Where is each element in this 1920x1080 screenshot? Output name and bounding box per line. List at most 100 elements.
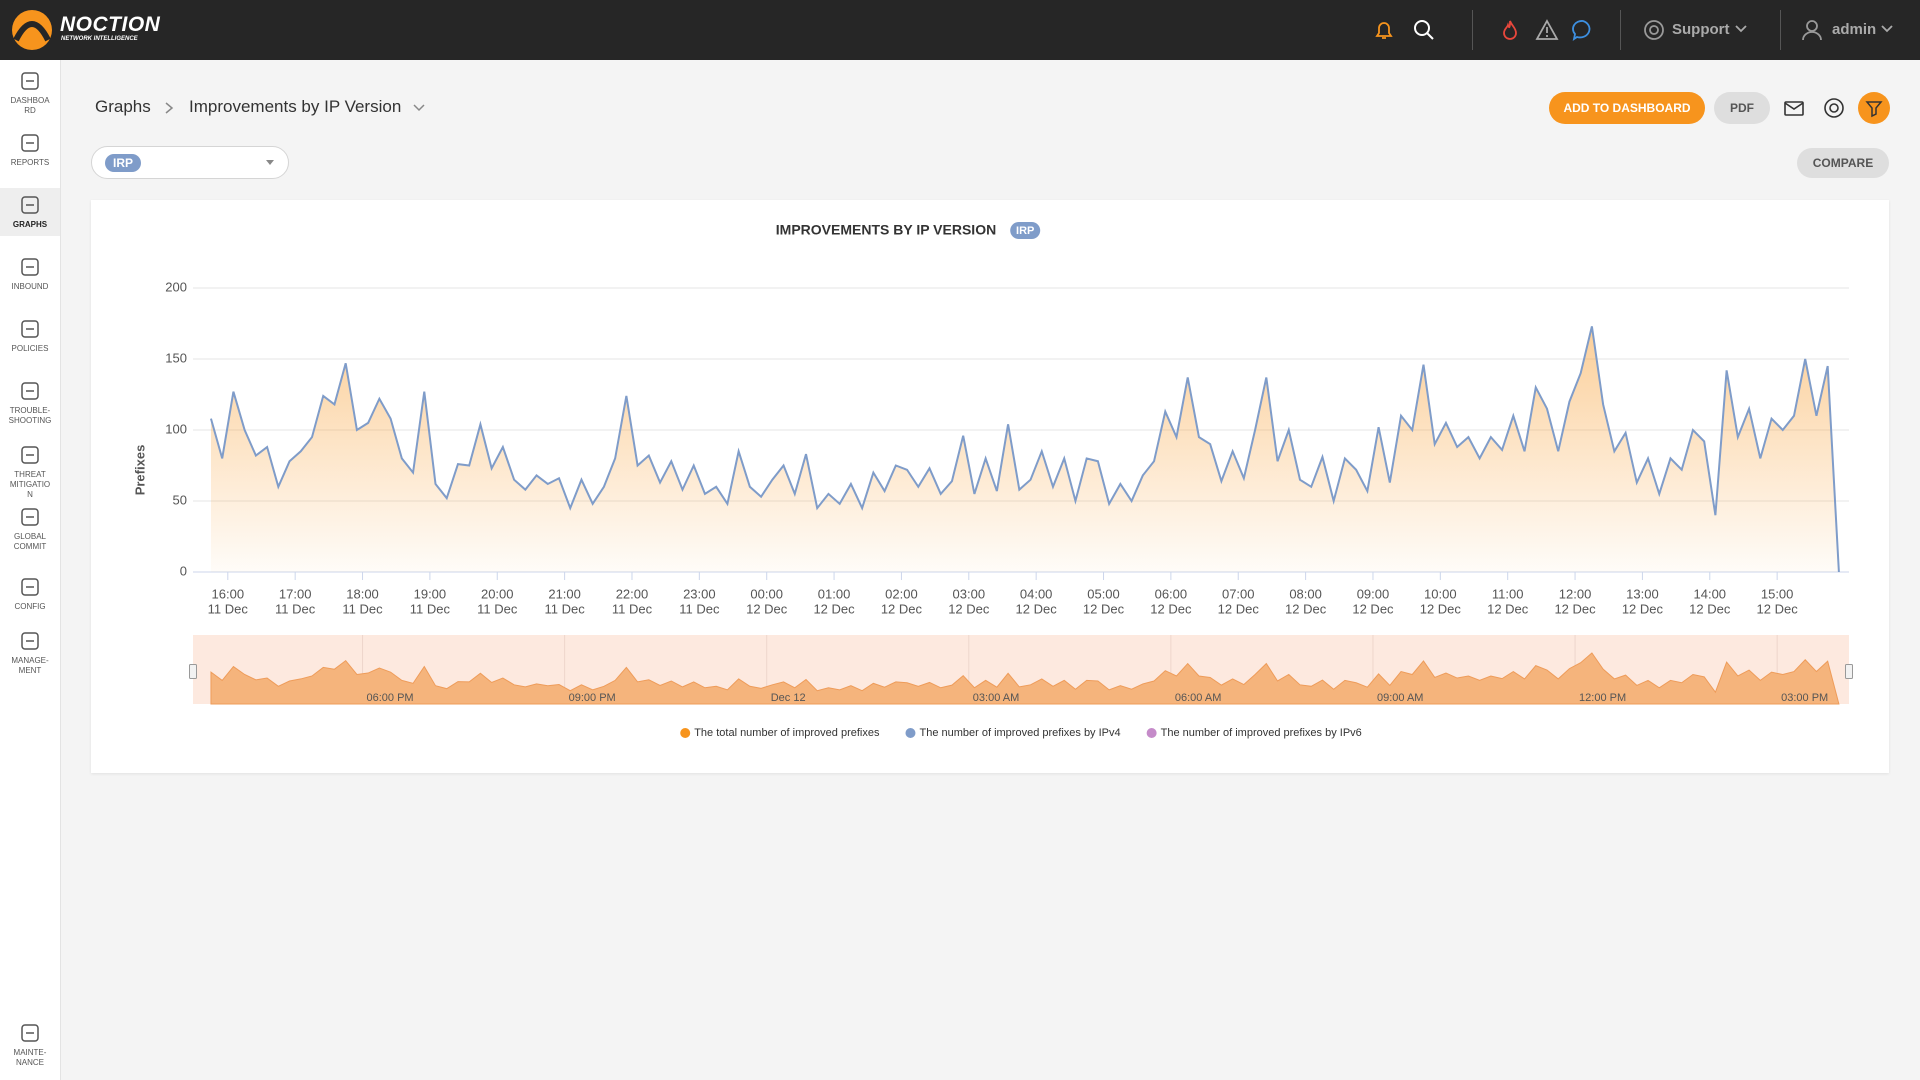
logo-text: NOCTION — [60, 13, 161, 36]
sidebar: DASHBOARD REPORTS GRAPHS INBOUND POLICIES TRO… — [0, 60, 61, 1080]
nav-item[interactable]: DASHBOARD — [0, 70, 60, 116]
incidents-icon[interactable] — [1498, 18, 1522, 42]
x-tick-date: 12 Dec — [746, 601, 788, 616]
chart: IMPROVEMENTS BY IP VERSION IRP 0 50 100 150 20… — [132, 222, 1853, 739]
area — [210, 326, 1839, 572]
navigator-label: 09:00 PM — [569, 692, 616, 704]
x-tick-label: 04:00 — [1020, 586, 1053, 601]
user-icon[interactable] — [1801, 18, 1823, 42]
nav-label: THREAT MITIGATION — [9, 470, 51, 499]
x-tick-date: 11 Dec — [477, 601, 518, 616]
x-tick-label: 10:00 — [1424, 586, 1457, 601]
nav-icon — [21, 508, 39, 526]
pdf-button[interactable]: PDF — [1714, 92, 1770, 124]
title-tag: IRP — [1016, 225, 1034, 237]
x-tick-label: 12:00 — [1559, 586, 1592, 601]
x-tick-date: 12 Dec — [881, 601, 923, 616]
nav-icon — [21, 1024, 39, 1042]
x-tick-label: 03:00 — [953, 586, 986, 601]
nav-label: REPORTS — [10, 158, 50, 167]
y-axis-label: Prefixes — [132, 445, 147, 496]
nav-label: DASHBOARD — [10, 96, 50, 115]
compare-button[interactable]: COMPARE — [1797, 148, 1889, 178]
x-tick-label: 11:00 — [1492, 586, 1524, 601]
nav-icon — [21, 134, 39, 152]
x-tick-label: 07:00 — [1222, 586, 1255, 601]
x-tick-label: 23:00 — [683, 586, 716, 601]
filter-tag: IRP — [105, 154, 141, 172]
y-tick-label: 200 — [165, 279, 187, 294]
breadcrumb-current: Improvements by IP Version — [189, 97, 402, 116]
divider — [1780, 10, 1781, 50]
nav-label: POLICIES — [11, 344, 49, 353]
nav-icon — [21, 196, 39, 214]
help-button[interactable] — [1821, 95, 1847, 121]
x-tick-date: 11 Dec — [275, 601, 316, 616]
group-select[interactable]: IRP — [91, 146, 289, 179]
nav-item[interactable]: INBOUND — [0, 256, 60, 292]
legend-label[interactable]: The total number of improved prefixes — [694, 727, 880, 739]
nav-item[interactable]: MAINTE-NANCE — [0, 1022, 60, 1068]
nav-icon — [21, 320, 39, 338]
x-tick-label: 13:00 — [1626, 586, 1659, 601]
nav-icon — [21, 382, 39, 400]
nav-icon — [21, 578, 39, 596]
support-menu[interactable]: Support — [1672, 21, 1730, 38]
email-button[interactable] — [1781, 95, 1807, 121]
legend-label[interactable]: The number of improved prefixes by IPv4 — [919, 727, 1120, 739]
navigator-handle[interactable] — [1845, 664, 1853, 679]
x-tick-date: 11 Dec — [679, 601, 720, 616]
legend-marker — [1146, 728, 1157, 738]
x-tick-label: 22:00 — [616, 586, 649, 601]
x-tick-label: 00:00 — [750, 586, 783, 601]
nav-item[interactable]: REPORTS — [0, 132, 60, 168]
alerts-icon[interactable] — [1535, 18, 1559, 42]
chevron — [1881, 25, 1893, 33]
nav-item[interactable]: GLOBAL COMMIT — [0, 506, 60, 552]
support-icon[interactable] — [1642, 18, 1666, 42]
search-icon[interactable] — [1412, 18, 1436, 42]
x-tick-label: 02:00 — [885, 586, 918, 601]
x-tick-label: 18:00 — [346, 586, 379, 601]
x-tick-date: 12 Dec — [1487, 601, 1529, 616]
nav-label: MAINTE-NANCE — [13, 1048, 47, 1067]
nav-item[interactable]: MANAGE-MENT — [0, 630, 60, 676]
filter-button[interactable] — [1858, 92, 1890, 124]
legend-marker — [905, 728, 916, 738]
nav-label: TROUBLE-SHOOTING — [8, 406, 52, 425]
x-tick-date: 12 Dec — [813, 601, 855, 616]
chart-title: IMPROVEMENTS BY IP VERSION — [776, 222, 996, 238]
nav-item[interactable]: TROUBLE-SHOOTING — [0, 380, 60, 426]
breadcrumb-separator — [165, 102, 174, 114]
user-menu[interactable]: admin — [1832, 21, 1877, 38]
nav-icon — [21, 632, 39, 650]
x-tick-label: 08:00 — [1289, 586, 1322, 601]
nav-item[interactable]: GRAPHS — [0, 188, 60, 236]
x-tick-label: 16:00 — [212, 586, 245, 601]
x-tick-date: 12 Dec — [1689, 601, 1731, 616]
nav-label: GLOBAL COMMIT — [13, 532, 47, 551]
notifications-icon[interactable] — [1372, 18, 1396, 42]
chevron[interactable] — [412, 101, 426, 115]
y-tick-label: 100 — [165, 421, 187, 436]
x-tick-label: 06:00 — [1155, 586, 1188, 601]
nav-item[interactable]: CONFIG — [0, 576, 60, 612]
breadcrumb-root[interactable]: Graphs — [95, 97, 151, 116]
chat-icon[interactable] — [1571, 18, 1595, 42]
x-tick-label: 05:00 — [1087, 586, 1120, 601]
nav-item[interactable]: POLICIES — [0, 318, 60, 354]
legend-label[interactable]: The number of improved prefixes by IPv6 — [1161, 727, 1362, 739]
y-tick-label: 50 — [173, 492, 187, 507]
navigator-label: 06:00 PM — [367, 692, 414, 704]
navigator-label: 06:00 AM — [1175, 692, 1221, 704]
nav-item[interactable]: THREAT MITIGATION — [0, 444, 60, 500]
legend: The total number of improved prefixes The… — [680, 727, 1362, 739]
add-to-dashboard-button[interactable]: ADD TO DASHBOARD — [1549, 92, 1705, 124]
x-tick-label: 14:00 — [1694, 586, 1727, 601]
x-tick-date: 12 Dec — [1622, 601, 1664, 616]
navigator-label: 03:00 PM — [1781, 692, 1828, 704]
navigator-label: 12:00 PM — [1579, 692, 1626, 704]
navigator-handle[interactable] — [189, 664, 197, 679]
divider — [1620, 10, 1621, 50]
x-tick-label: 17:00 — [279, 586, 312, 601]
